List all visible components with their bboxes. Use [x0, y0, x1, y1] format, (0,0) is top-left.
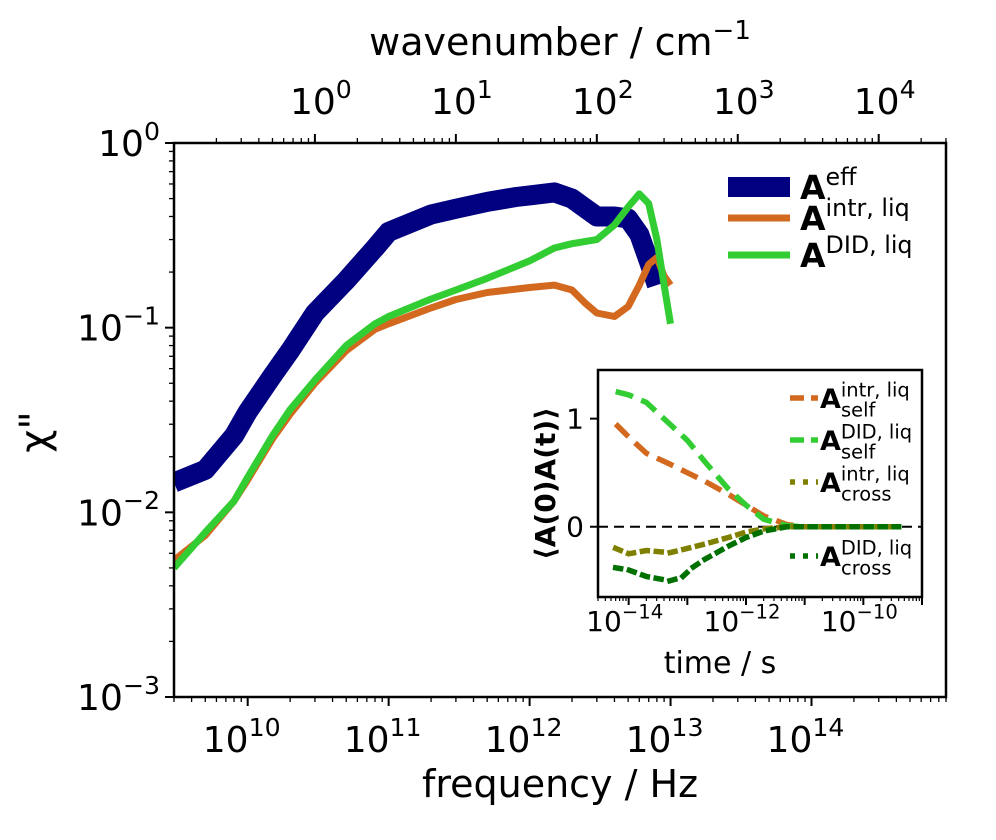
x-tick-label-2-exp: 12: [530, 713, 562, 742]
y-tick-label-3: 10−3: [77, 671, 160, 719]
x-tick-label-3-exp: 13: [671, 713, 703, 742]
top-tick-label-1-base: 10: [431, 82, 477, 123]
y-tick-label-0: 100: [98, 117, 160, 165]
x-tick-label-4: 1014: [767, 713, 845, 761]
x-tick-label-0-exp: 10: [249, 713, 281, 742]
x-tick-label-3: 1013: [626, 713, 704, 761]
inset-legend-label-3-sup: DID, liq: [841, 537, 912, 560]
legend-label-0: Aeff: [800, 163, 857, 207]
x-tick-label-1: 1011: [344, 713, 422, 761]
inset-x-axis-title: time / s: [664, 646, 777, 681]
inset-x-tick-label-0: 10−14: [586, 600, 663, 638]
inset-legend-label-0: Aintr, liq: [820, 379, 910, 415]
legend-label-2-symbol: A: [800, 236, 826, 275]
inset-x-tick-label-0-exp: −14: [622, 600, 663, 623]
main-plot-frame: [172, 141, 948, 699]
top-tick-label-2: 102: [572, 75, 634, 123]
legend-label-2-sup: DID, liq: [826, 231, 913, 259]
x-tick-label-2-base: 10: [485, 720, 531, 761]
top-tick-label-2-exp: 2: [618, 75, 634, 104]
inset-x-tick-label-1: 10−12: [704, 600, 781, 638]
inset-legend-label-2-sup: intr, liq: [841, 463, 910, 486]
inset-frame: [596, 368, 924, 599]
y-axis-title: χ": [12, 411, 58, 453]
top-tick-label-0: 100: [290, 75, 352, 123]
inset-legend-label-1-sub: self: [841, 441, 876, 464]
top-tick-label-2-base: 10: [572, 82, 618, 123]
x-tick-label-3-base: 10: [626, 720, 672, 761]
legend-label-0-sup: eff: [826, 163, 858, 191]
inset-legend-label-3-symbol: A: [820, 542, 841, 573]
inset-legend-label-1: ADID, liq: [820, 421, 912, 457]
x-tick-label-2: 1012: [485, 713, 563, 761]
inset-legend-label-0-sub: self: [841, 399, 876, 422]
y-tick-label-0-exp: 0: [144, 117, 160, 146]
inset-y-tick-label-0: 1: [566, 403, 584, 436]
top-axis-title: wavenumber / cm−1: [369, 16, 751, 64]
legend-label-1-sup: intr, liq: [826, 194, 910, 222]
inset-legend-label-0-symbol: A: [820, 384, 841, 415]
top-axis-title-main: wavenumber / cm: [369, 20, 712, 64]
inset-legend-label-1-sup: DID, liq: [841, 421, 912, 444]
inset-series-line-3: [612, 523, 902, 584]
inset-legend-label-0-sup: intr, liq: [841, 379, 910, 402]
top-tick-label-4-exp: 4: [900, 75, 916, 104]
inset-legend-label-1-symbol: A: [820, 426, 841, 457]
inset-x-tick-label-2: 10−10: [821, 600, 898, 638]
legend-label-0-symbol: A: [800, 168, 826, 207]
inset-series-group: [612, 388, 902, 584]
inset-legend-label-3: ADID, liq: [820, 537, 912, 573]
inset-legend-label-2-symbol: A: [820, 468, 841, 499]
y-tick-label-2: 10−2: [77, 486, 160, 534]
y-tick-label-1: 10−1: [77, 301, 160, 349]
top-tick-label-0-base: 10: [290, 82, 336, 123]
top-tick-label-4: 104: [854, 75, 916, 123]
inset-legend-label-3-sub: cross: [841, 557, 891, 580]
legend-label-1-symbol: A: [800, 199, 826, 238]
top-tick-label-3-exp: 3: [759, 75, 775, 104]
top-tick-label-3: 103: [713, 75, 775, 123]
y-tick-label-0-base: 10: [98, 124, 144, 165]
x-tick-label-4-base: 10: [767, 720, 813, 761]
top-tick-label-3-base: 10: [713, 82, 759, 123]
x-tick-label-1-exp: 11: [390, 713, 422, 742]
inset-x-tick-label-2-base: 10: [821, 605, 857, 638]
inset-legend-label-2: Aintr, liq: [820, 463, 910, 499]
x-tick-label-4-exp: 14: [812, 713, 844, 742]
inset-x-tick-label-1-base: 10: [704, 605, 740, 638]
x-tick-label-0: 1010: [203, 713, 281, 761]
y-tick-label-1-exp: −1: [123, 301, 160, 330]
inset-x-tick-label-0-base: 10: [586, 605, 622, 638]
y-tick-label-2-base: 10: [77, 493, 123, 534]
x-tick-label-1-base: 10: [344, 720, 390, 761]
series-line-2: [174, 190, 674, 571]
top-tick-label-1: 101: [431, 75, 493, 123]
top-tick-label-4-base: 10: [854, 82, 900, 123]
x-tick-label-0-base: 10: [203, 720, 249, 761]
top-tick-label-0-exp: 0: [336, 75, 352, 104]
top-tick-label-1-exp: 1: [477, 75, 493, 104]
y-tick-label-2-exp: −2: [123, 486, 160, 515]
y-tick-label-3-base: 10: [77, 678, 123, 719]
inset-x-tick-label-1-exp: −12: [739, 600, 780, 623]
y-tick-label-1-base: 10: [77, 309, 123, 350]
y-tick-label-3-exp: −3: [123, 671, 160, 700]
main-series-group: [174, 182, 674, 571]
legend-label-2: ADID, liq: [800, 231, 913, 275]
inset-y-axis-title: ⟨A(0)A(t)⟩: [529, 407, 562, 560]
x-axis-title: frequency / Hz: [422, 762, 698, 806]
inset-x-tick-label-2-exp: −10: [856, 600, 897, 623]
top-axis-title-sup: −1: [713, 16, 751, 46]
legend-label-1: Aintr, liq: [800, 194, 910, 238]
inset-legend-label-2-sub: cross: [841, 483, 891, 506]
inset-y-tick-label-1: 0: [566, 511, 584, 544]
